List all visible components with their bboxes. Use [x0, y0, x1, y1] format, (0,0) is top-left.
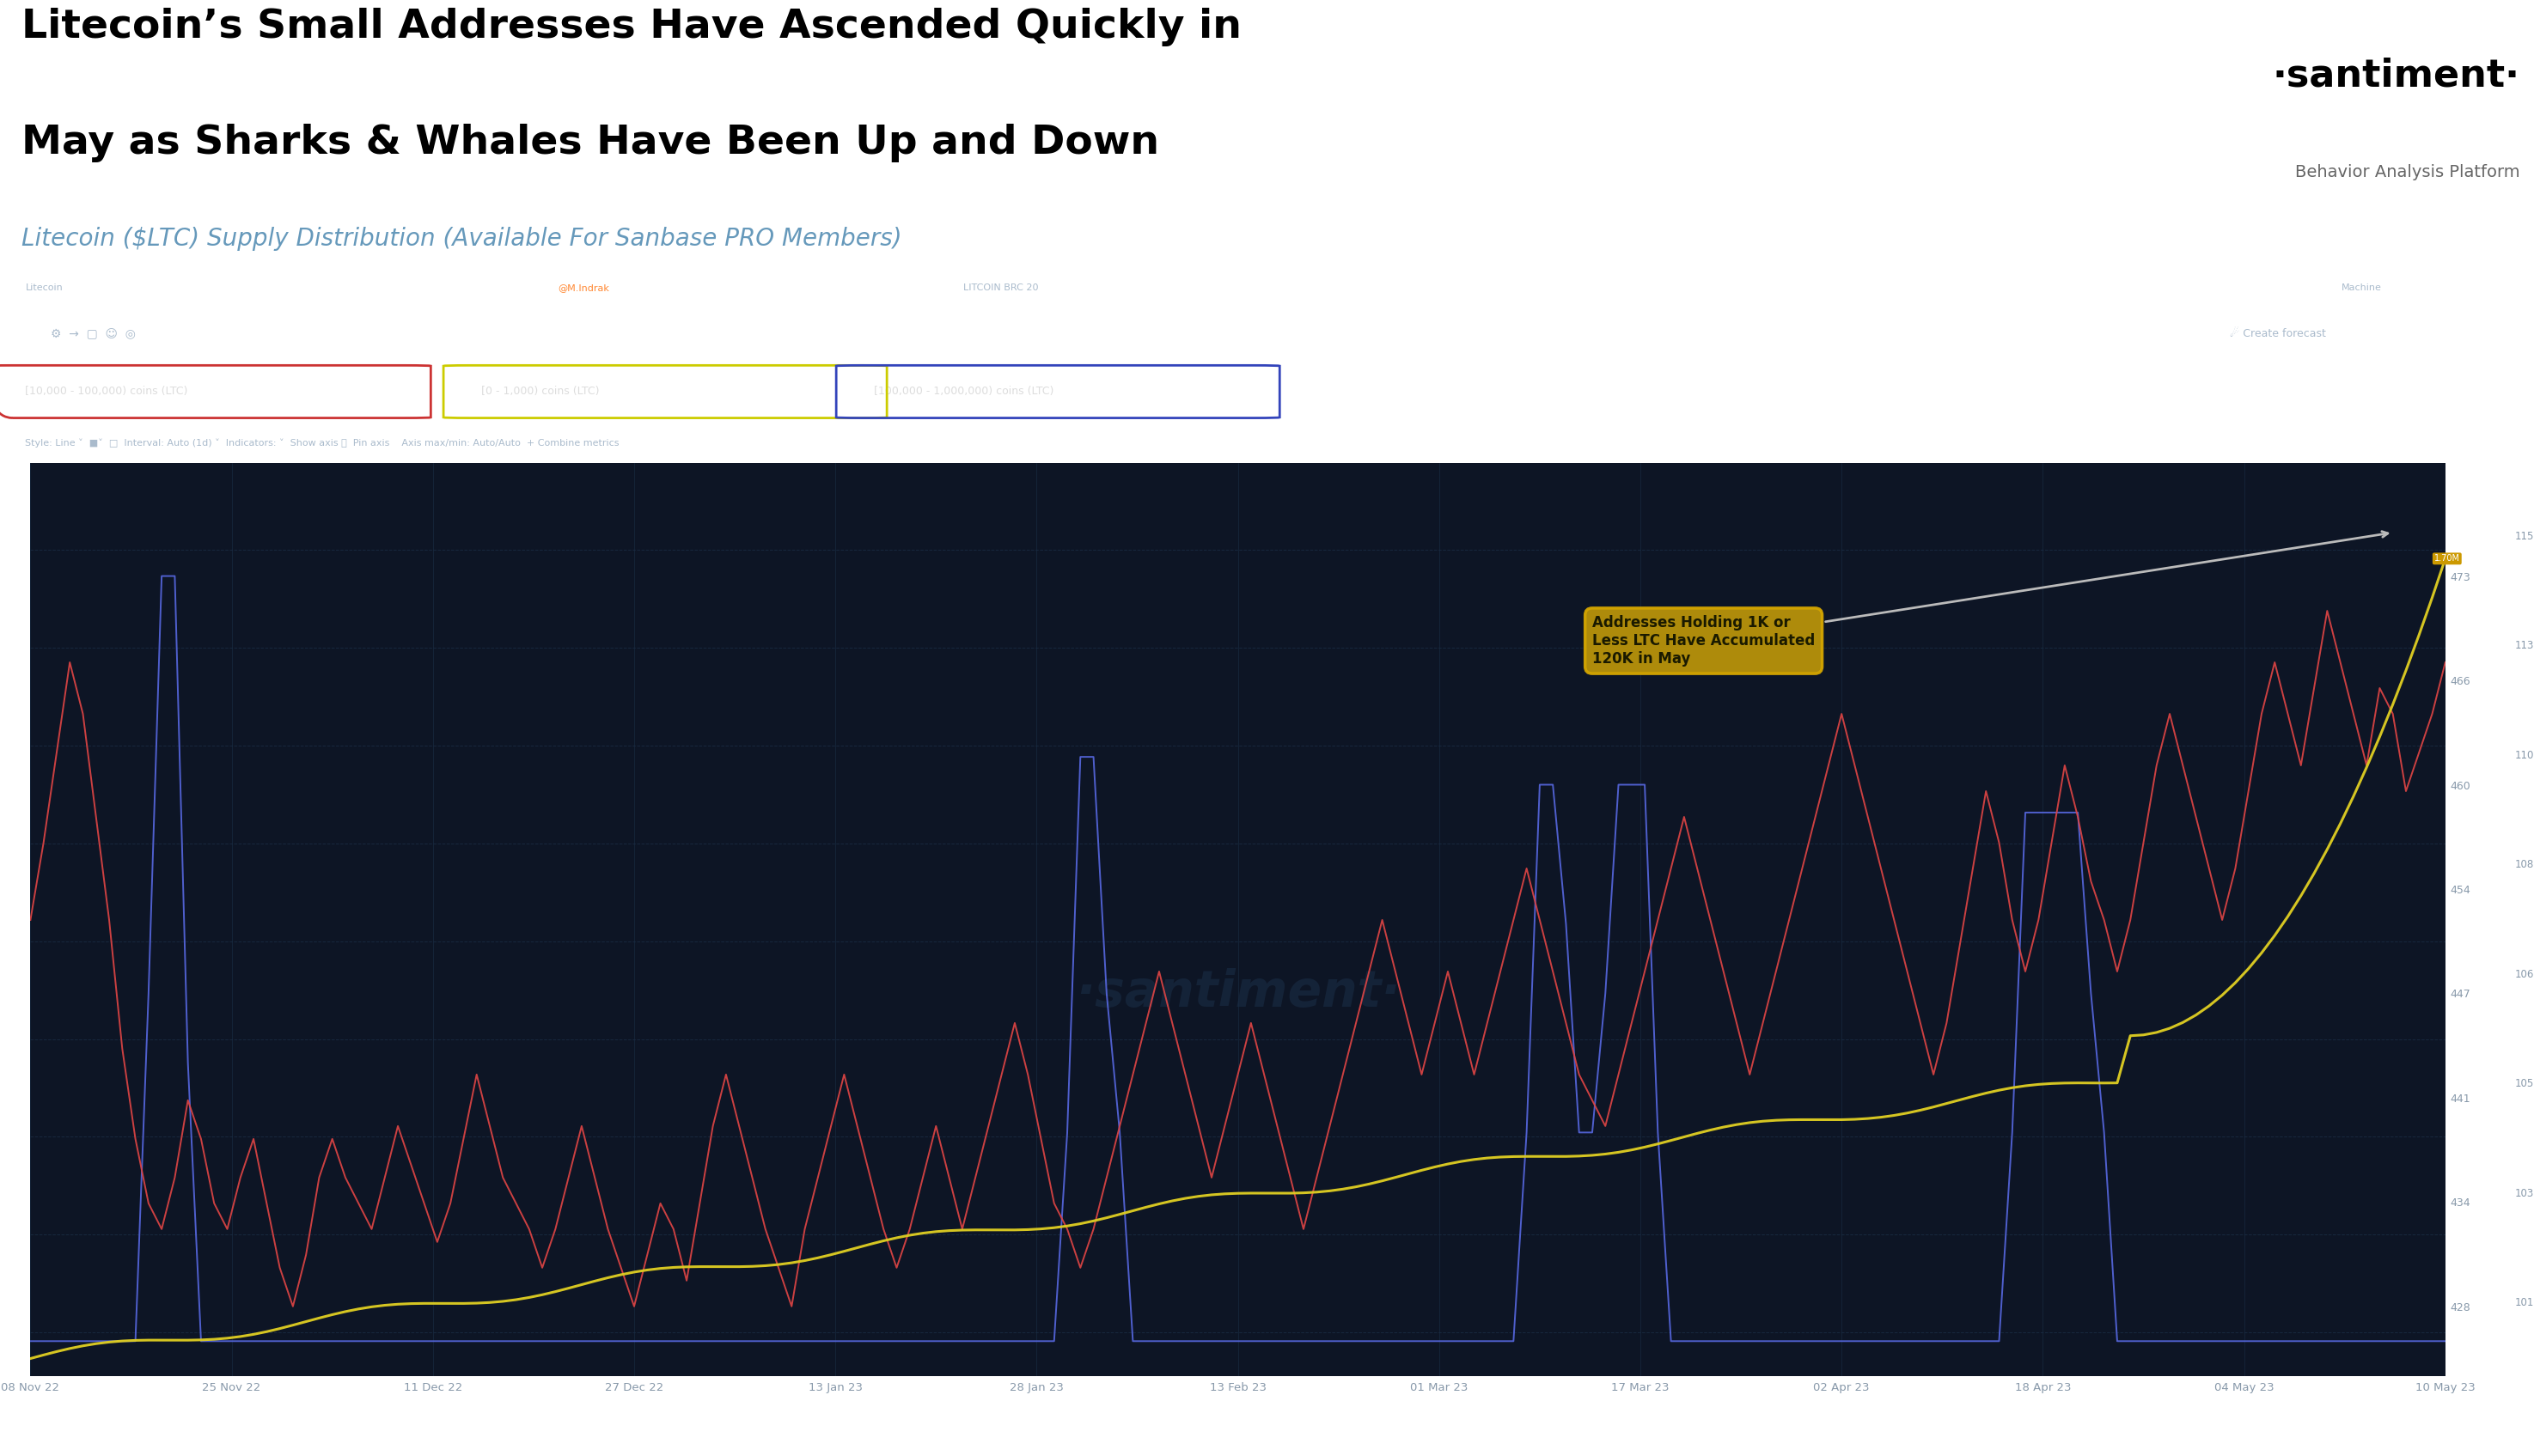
Text: ⚙  →  ▢  ☺  ◎: ⚙ → ▢ ☺ ◎ [51, 328, 137, 339]
Text: [10,000 - 100,000) coins (LTC): [10,000 - 100,000) coins (LTC) [25, 386, 188, 397]
Text: Litecoin: Litecoin [25, 284, 63, 291]
Text: Style: Line ˅  ■˅  □  Interval: Auto (1d) ˅  Indicators: ˅  Show axis ✅  Pin axi: Style: Line ˅ ■˅ □ Interval: Auto (1d) ˅… [25, 438, 618, 447]
Text: ☄ Create forecast: ☄ Create forecast [2230, 328, 2326, 339]
Text: [0 - 1,000) coins (LTC): [0 - 1,000) coins (LTC) [481, 386, 601, 397]
Text: Addresses Holding 1K or
Less LTC Have Accumulated
120K in May: Addresses Holding 1K or Less LTC Have Ac… [1591, 531, 2387, 667]
Text: 106: 106 [2516, 968, 2534, 980]
Text: Litecoin’s Small Addresses Have Ascended Quickly in: Litecoin’s Small Addresses Have Ascended… [23, 9, 1242, 47]
Text: 103: 103 [2516, 1188, 2534, 1198]
Text: @M.Indrak: @M.Indrak [557, 284, 608, 291]
Text: ·santiment·: ·santiment· [2273, 57, 2519, 93]
Text: 115: 115 [2516, 530, 2534, 542]
Text: 101: 101 [2516, 1297, 2534, 1309]
Text: 108: 108 [2516, 859, 2534, 871]
Text: Litecoin ($LTC) Supply Distribution (Available For Sanbase PRO Members): Litecoin ($LTC) Supply Distribution (Ava… [23, 227, 902, 250]
Text: 113: 113 [2516, 641, 2534, 651]
Text: LITCOIN BRC 20: LITCOIN BRC 20 [963, 284, 1039, 291]
Text: [100,000 - 1,000,000) coins (LTC): [100,000 - 1,000,000) coins (LTC) [874, 386, 1054, 397]
Text: May as Sharks & Whales Have Been Up and Down: May as Sharks & Whales Have Been Up and … [23, 124, 1161, 163]
Text: ·santiment·: ·santiment· [1074, 968, 1401, 1016]
Text: 110: 110 [2516, 750, 2534, 760]
Text: 105: 105 [2516, 1079, 2534, 1089]
Text: 1.70M: 1.70M [2435, 555, 2461, 563]
Text: Machine: Machine [2341, 284, 2382, 291]
Text: Behavior Analysis Platform: Behavior Analysis Platform [2296, 165, 2519, 181]
